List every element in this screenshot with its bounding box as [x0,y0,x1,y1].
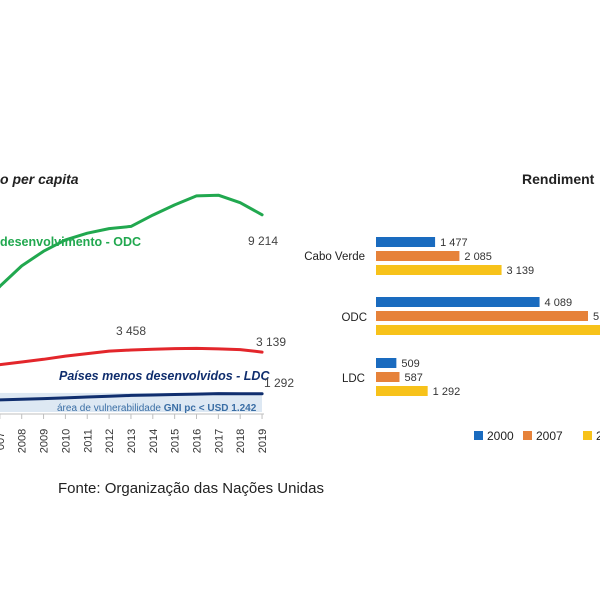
series-line-3 [0,392,264,402]
category-label: ODC [341,312,367,324]
bar-value-label: 5 [593,311,599,323]
x-tick-label: 2013 [126,429,138,453]
data-label-cv-peak: 3 458 [116,324,146,338]
bar-value-label: 2 085 [464,251,492,263]
data-label-ldc-end: 1 292 [264,376,294,390]
bar [376,297,540,307]
bar-value-label: 1 477 [440,237,468,249]
series-label-ldc: Países menos desenvolvidos - LDC [59,369,270,383]
x-tick-label: 2014 [148,429,160,453]
x-tick-label: 2010 [60,429,72,453]
data-label-odc-end: 9 214 [248,234,278,248]
x-tick-label: 2015 [170,429,182,453]
legend-label: 2000 [487,429,514,443]
bar [376,251,460,261]
data-label-cv-end: 3 139 [256,335,286,349]
legend-swatch [474,431,483,440]
bar [376,237,436,247]
bar [376,386,428,396]
bar [376,265,502,275]
bar [376,325,600,335]
bar-value-label: 4 089 [545,297,573,309]
bar-value-label: 587 [404,372,422,384]
vulnerability-annotation: área de vulnerabilidade GNI pc < USD 1.2… [57,403,257,414]
series-line-2 [0,346,264,367]
bar [376,372,400,382]
x-tick-label: 2008 [17,429,29,453]
line-chart-title: o per capita [0,171,79,187]
legend-swatch [583,431,592,440]
x-tick-label: 2011 [82,429,94,453]
series-line-1 [0,193,264,289]
category-label: Cabo Verde [304,251,365,263]
x-tick-label: 2009 [39,429,51,453]
bar [376,358,397,368]
x-tick-label: 007 [0,432,7,450]
bar [376,311,588,321]
legend-label: 20 [596,429,600,443]
legend-swatch [523,431,532,440]
legend-label: 2007 [536,429,563,443]
x-tick-label: 2012 [104,429,116,453]
bar-value-label: 3 139 [507,265,535,277]
x-tick-label: 2019 [257,429,269,453]
x-tick-label: 2016 [192,429,204,453]
series-label-odc: desenvolvimento - ODC [0,235,141,249]
x-tick-label: 2018 [235,429,247,453]
bar-value-label: 509 [401,358,419,370]
source-note: Fonte: Organização das Nações Unidas [58,480,324,497]
category-label: LDC [342,373,365,385]
bar-chart-title: Rendiment [522,171,595,187]
x-tick-label: 2017 [213,429,225,453]
bar-value-label: 1 292 [433,386,461,398]
